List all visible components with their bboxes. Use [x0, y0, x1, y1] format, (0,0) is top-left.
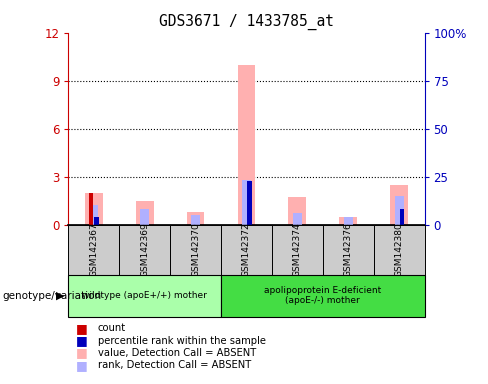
Text: GSM142376: GSM142376	[344, 222, 353, 277]
Bar	[288, 197, 306, 225]
Text: ▶: ▶	[56, 291, 64, 301]
Bar	[140, 209, 149, 225]
Bar	[242, 180, 251, 225]
Bar	[94, 217, 99, 225]
Bar	[68, 225, 119, 275]
Text: GSM142374: GSM142374	[293, 222, 302, 277]
Bar	[221, 275, 425, 317]
Text: GSM142367: GSM142367	[89, 222, 98, 277]
Bar	[85, 193, 102, 225]
Bar	[247, 182, 251, 225]
Text: genotype/variation: genotype/variation	[2, 291, 102, 301]
Text: count: count	[98, 323, 126, 333]
Bar	[170, 225, 221, 275]
Bar	[119, 225, 170, 275]
Bar	[394, 196, 404, 225]
Bar	[272, 225, 323, 275]
Bar	[238, 65, 255, 225]
Bar	[339, 217, 357, 225]
Text: apolipoprotein E-deficient
(apoE-/-) mother: apolipoprotein E-deficient (apoE-/-) mot…	[264, 286, 382, 305]
Bar	[374, 225, 425, 275]
Bar	[221, 225, 272, 275]
Bar	[89, 205, 99, 225]
Text: GSM142369: GSM142369	[140, 222, 149, 277]
Text: ■: ■	[76, 359, 87, 372]
Text: GSM142372: GSM142372	[242, 222, 251, 277]
Text: GSM142380: GSM142380	[395, 222, 404, 277]
Bar	[293, 214, 302, 225]
Bar	[323, 225, 374, 275]
Title: GDS3671 / 1433785_at: GDS3671 / 1433785_at	[159, 14, 334, 30]
Text: percentile rank within the sample: percentile rank within the sample	[98, 336, 265, 346]
Text: wildtype (apoE+/+) mother: wildtype (apoE+/+) mother	[82, 291, 207, 300]
Bar	[136, 201, 154, 225]
Bar	[89, 193, 93, 225]
Bar	[344, 217, 353, 225]
Bar	[191, 215, 200, 225]
Text: rank, Detection Call = ABSENT: rank, Detection Call = ABSENT	[98, 360, 251, 370]
Text: value, Detection Call = ABSENT: value, Detection Call = ABSENT	[98, 348, 256, 358]
Text: ■: ■	[76, 346, 87, 359]
Bar	[68, 275, 221, 317]
Bar	[390, 185, 408, 225]
Bar	[186, 212, 204, 225]
Text: GSM142370: GSM142370	[191, 222, 200, 277]
Text: ■: ■	[76, 334, 87, 347]
Bar	[400, 209, 404, 225]
Text: ■: ■	[76, 322, 87, 335]
